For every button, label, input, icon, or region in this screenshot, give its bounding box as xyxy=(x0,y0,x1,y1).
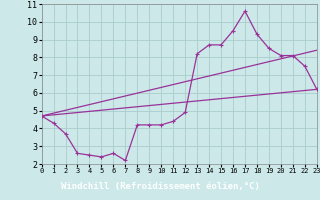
Text: Windchill (Refroidissement éolien,°C): Windchill (Refroidissement éolien,°C) xyxy=(60,182,260,190)
